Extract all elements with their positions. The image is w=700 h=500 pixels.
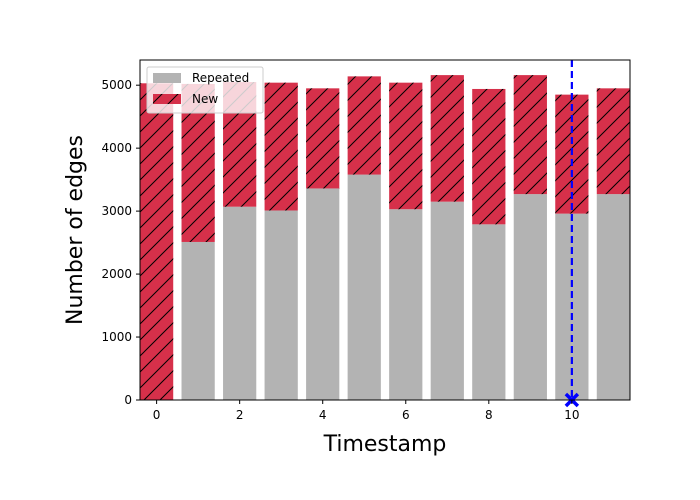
bar-new-11 [596, 88, 630, 195]
y-tick-label: 2000 [101, 267, 132, 281]
bar-new-0 [140, 83, 174, 400]
bar-new-6 [389, 82, 423, 210]
plot-frame [139, 59, 631, 401]
bar-new-9 [513, 75, 547, 195]
x-axis: 0 2 4 6 8 10 [153, 400, 580, 422]
legend-swatch [153, 73, 181, 83]
x-tick-label: 10 [564, 408, 579, 422]
x-tick-label: 6 [402, 408, 410, 422]
bar-repeated-11 [596, 194, 630, 400]
y-axis: 0 1000 2000 3000 4000 5000 [101, 78, 140, 407]
y-axis-title: Number of edges [63, 135, 88, 325]
y-tick-label: 0 [124, 393, 132, 407]
bar-repeated-9 [513, 194, 547, 400]
bar-new-5 [347, 76, 381, 175]
bars-group [140, 75, 630, 400]
bar-repeated-1 [181, 241, 215, 400]
bar-new-4 [306, 88, 340, 189]
bar-repeated-6 [389, 209, 423, 400]
x-tick-label: 2 [236, 408, 244, 422]
bar-repeated-8 [472, 224, 506, 400]
legend-label: Repeated [192, 71, 249, 85]
y-tick-label: 4000 [101, 141, 132, 155]
bar-repeated-4 [306, 188, 340, 400]
bar-repeated-3 [264, 210, 298, 400]
bar-repeated-5 [347, 174, 381, 400]
x-tick-label: 8 [485, 408, 493, 422]
y-tick-label: 3000 [101, 204, 132, 218]
bar-new-7 [430, 75, 464, 202]
bar-new-8 [472, 88, 506, 225]
x-tick-label: 0 [153, 408, 161, 422]
legend: Repeated New [146, 66, 264, 114]
x-axis-title: Timestamp [323, 432, 447, 457]
legend-item-repeated: Repeated [153, 71, 249, 85]
bar-new-3 [264, 82, 298, 211]
x-tick-label: 4 [319, 408, 327, 422]
bar-repeated-7 [430, 201, 464, 400]
y-tick-label: 5000 [101, 78, 132, 92]
legend-item-new: New [153, 92, 218, 106]
legend-label: New [192, 92, 218, 106]
y-tick-label: 1000 [101, 330, 132, 344]
bar-repeated-2 [223, 206, 257, 400]
